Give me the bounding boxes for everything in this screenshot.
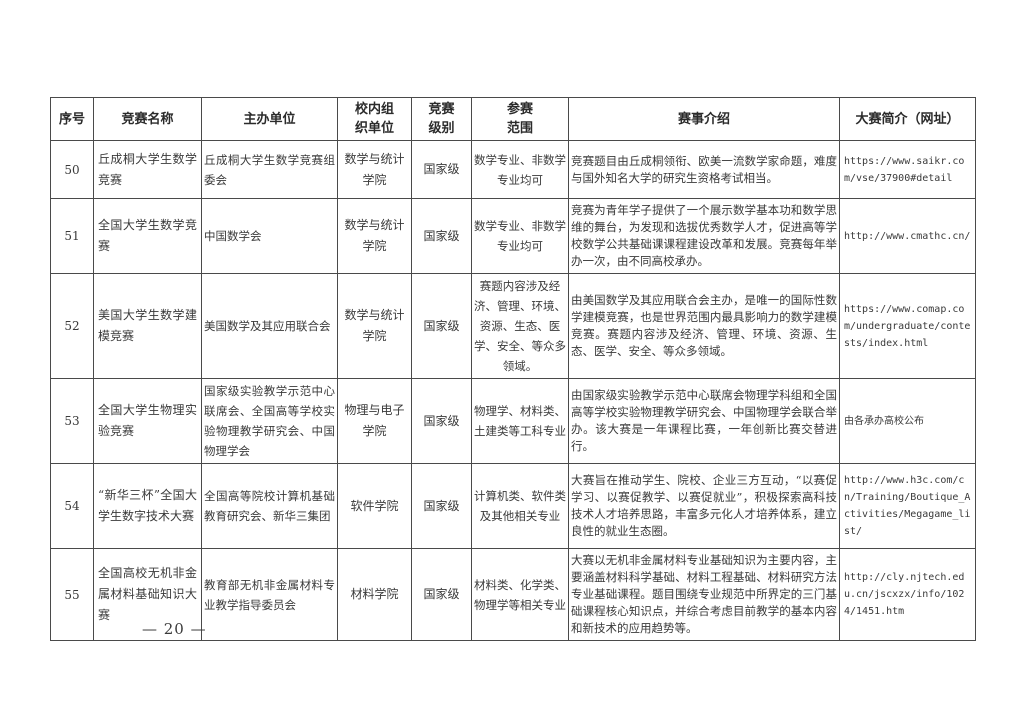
cell-intro: 竞赛为青年学子提供了一个展示数学基本功和数学思维的舞台，为发现和选拔优秀数学人才… (568, 198, 840, 274)
cell-seq: 53 (50, 378, 94, 464)
cell-organizer: 全国高等院校计算机基础教育研究会、新华三集团 (201, 463, 338, 549)
cell-campus-unit: 数学与统计学院 (337, 140, 412, 199)
column-header-seq: 序号 (50, 97, 94, 141)
cell-intro: 大赛旨在推动学生、院校、企业三方互动，“以赛促学习、以赛促教学、以赛促就业”，积… (568, 463, 840, 549)
cell-organizer: 教育部无机非金属材料专业教学指导委员会 (201, 548, 338, 641)
cell-campus-unit: 材料学院 (337, 548, 412, 641)
cell-level: 国家级 (411, 463, 472, 549)
cell-url: 由各承办高校公布 (839, 378, 976, 464)
column-header-campus-unit: 校内组 织单位 (337, 97, 412, 141)
cell-scope: 赛题内容涉及经济、管理、环境、资源、生态、医学、安全、等众多领域。 (471, 273, 569, 379)
cell-level: 国家级 (411, 198, 472, 274)
table-row: 55 全国高校无机非金属材料基础知识大赛 教育部无机非金属材料专业教学指导委员会… (50, 548, 976, 641)
column-header-organizer: 主办单位 (201, 97, 338, 141)
cell-url: http://www.h3c.com/cn/Training/Boutique_… (839, 463, 976, 549)
cell-seq: 52 (50, 273, 94, 379)
cell-level: 国家级 (411, 140, 472, 199)
cell-competition-name: 全国大学生数学竞赛 (93, 198, 202, 274)
cell-url: https://www.comap.com/undergraduate/cont… (839, 273, 976, 379)
cell-organizer: 丘成桐大学生数学竞赛组委会 (201, 140, 338, 199)
column-header-url: 大赛简介（网址） (839, 97, 976, 141)
cell-level: 国家级 (411, 273, 472, 379)
cell-intro: 竞赛题目由丘成桐领衔、欧美一流数学家命题，难度与国外知名大学的研究生资格考试相当… (568, 140, 840, 199)
cell-scope: 材料类、化学类、物理学等相关专业 (471, 548, 569, 641)
cell-seq: 51 (50, 198, 94, 274)
cell-url: http://cly.njtech.edu.cn/jscxzx/info/102… (839, 548, 976, 641)
table-row: 53 全国大学生物理实验竞赛 国家级实验教学示范中心联席会、全国高等学校实验物理… (50, 378, 976, 464)
cell-scope: 物理学、材料类、土建类等工科专业 (471, 378, 569, 464)
cell-campus-unit: 物理与电子学院 (337, 378, 412, 464)
column-header-level: 竞赛 级别 (411, 97, 472, 141)
cell-seq: 55 (50, 548, 94, 641)
cell-campus-unit: 数学与统计学院 (337, 273, 412, 379)
cell-seq: 54 (50, 463, 94, 549)
cell-intro: 由国家级实验教学示范中心联席会物理学科组和全国高等学校实验物理教学研究会、中国物… (568, 378, 840, 464)
cell-seq: 50 (50, 140, 94, 199)
cell-intro: 大赛以无机非金属材料专业基础知识为主要内容，主要涵盖材料科学基础、材料工程基础、… (568, 548, 840, 641)
table-row: 54 “新华三杯”全国大学生数字技术大赛 全国高等院校计算机基础教育研究会、新华… (50, 463, 976, 549)
cell-level: 国家级 (411, 378, 472, 464)
cell-organizer: 美国数学及其应用联合会 (201, 273, 338, 379)
cell-scope: 数学专业、非数学专业均可 (471, 140, 569, 199)
cell-url: https://www.saikr.com/vse/37900#detail (839, 140, 976, 199)
page-number: — 20 — (142, 620, 207, 638)
cell-campus-unit: 软件学院 (337, 463, 412, 549)
cell-organizer: 中国数学会 (201, 198, 338, 274)
column-header-scope: 参赛 范围 (471, 97, 569, 141)
column-header-competition-name: 竞赛名称 (93, 97, 202, 141)
competition-table: 序号 竞赛名称 主办单位 校内组 织单位 竞赛 级别 参赛 范围 赛事介绍 大赛… (50, 97, 976, 641)
table-row: 50 丘成桐大学生数学竞赛 丘成桐大学生数学竞赛组委会 数学与统计学院 国家级 … (50, 140, 976, 199)
cell-organizer: 国家级实验教学示范中心联席会、全国高等学校实验物理教学研究会、中国物理学会 (201, 378, 338, 464)
cell-campus-unit: 数学与统计学院 (337, 198, 412, 274)
cell-scope: 数学专业、非数学专业均可 (471, 198, 569, 274)
table-header-row: 序号 竞赛名称 主办单位 校内组 织单位 竞赛 级别 参赛 范围 赛事介绍 大赛… (50, 97, 976, 141)
cell-competition-name: “新华三杯”全国大学生数字技术大赛 (93, 463, 202, 549)
cell-intro: 由美国数学及其应用联合会主办，是唯一的国际性数学建模竞赛，也是世界范围内最具影响… (568, 273, 840, 379)
cell-level: 国家级 (411, 548, 472, 641)
table-row: 52 美国大学生数学建模竞赛 美国数学及其应用联合会 数学与统计学院 国家级 赛… (50, 273, 976, 379)
cell-competition-name: 美国大学生数学建模竞赛 (93, 273, 202, 379)
cell-scope: 计算机类、软件类及其他相关专业 (471, 463, 569, 549)
column-header-intro: 赛事介绍 (568, 97, 840, 141)
cell-competition-name: 全国高校无机非金属材料基础知识大赛 (93, 548, 202, 641)
cell-url: http://www.cmathc.cn/ (839, 198, 976, 274)
table-row: 51 全国大学生数学竞赛 中国数学会 数学与统计学院 国家级 数学专业、非数学专… (50, 198, 976, 274)
cell-competition-name: 丘成桐大学生数学竞赛 (93, 140, 202, 199)
cell-competition-name: 全国大学生物理实验竞赛 (93, 378, 202, 464)
